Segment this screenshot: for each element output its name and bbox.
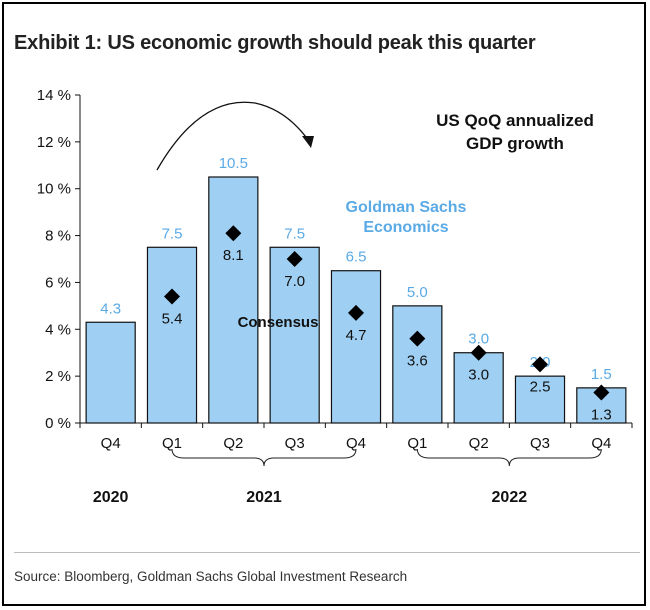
consensus-marker [532, 356, 548, 373]
bar-value-label: 5.0 [407, 284, 428, 301]
consensus-marker [286, 251, 303, 267]
year-label: 2021 [246, 489, 282, 506]
x-tick-label: Q4 [346, 435, 366, 452]
bar [514, 375, 566, 424]
consensus-marker [593, 384, 610, 401]
y-axis: 0 % 2 % 4 % 6 % 8 % 10 % 12 % 14 % [37, 87, 81, 432]
x-axis: Q4 Q1 Q2 Q3 Q4 Q1 Q2 Q3 Q4 2020 2021 2022 [79, 422, 633, 506]
chart-title: Exhibit 1: US economic growth should pea… [14, 32, 536, 54]
consensus-value-label: 1.3 [591, 407, 612, 424]
source-divider [14, 552, 640, 553]
bar-value-label: 6.5 [346, 249, 367, 266]
bar-value-label: 10.5 [219, 155, 248, 172]
y-tick-label: 2 % [45, 368, 71, 385]
y-tick-label: 8 % [45, 228, 71, 245]
consensus-marker [225, 225, 242, 242]
y-tick-label: 0 % [45, 415, 71, 432]
x-tick-label: Q3 [285, 435, 305, 452]
gs-label-line1: Goldman Sachs [346, 199, 467, 216]
consensus-value-label: 3.6 [407, 353, 428, 370]
chart-label-line2: GDP growth [466, 134, 564, 153]
x-tick-label: Q2 [469, 435, 489, 452]
bar [146, 246, 198, 424]
y-tick-label: 10 % [37, 181, 71, 198]
year-label: 2022 [492, 489, 528, 506]
x-tick-label: Q3 [530, 435, 550, 452]
bar-value-label: 3.0 [468, 331, 489, 348]
bar [208, 176, 259, 424]
y-tick-label: 12 % [37, 134, 71, 151]
consensus-marker [470, 344, 487, 361]
peak-arrow-head [302, 136, 314, 148]
consensus-marker [164, 288, 180, 305]
consensus-value-label: 4.7 [346, 327, 367, 344]
source-note: Source: Bloomberg, Goldman Sachs Global … [14, 569, 408, 584]
x-tick-label: Q1 [162, 435, 182, 452]
x-tick-label: Q4 [591, 435, 611, 452]
year-label: 2020 [93, 489, 129, 506]
year-bracket [416, 448, 602, 467]
bar [85, 321, 136, 424]
consensus-series: 5.4 8.1 7.0 4.7 3.6 3.0 2.5 1.3 [162, 225, 612, 424]
consensus-label: Consensus [238, 314, 319, 331]
x-tick-label: Q4 [101, 435, 121, 452]
consensus-value-label: 3.0 [468, 367, 489, 384]
bar [392, 305, 443, 424]
y-tick-label: 14 % [37, 87, 71, 104]
bar [453, 352, 504, 424]
consensus-value-label: 8.1 [223, 247, 244, 264]
chart-annotations: US QoQ annualized GDP growth Goldman Sac… [156, 101, 594, 331]
x-tick-label: Q1 [407, 435, 427, 452]
bar-value-label: 4.3 [100, 300, 121, 317]
y-tick-label: 4 % [45, 321, 71, 338]
consensus-marker [348, 304, 364, 321]
x-tick-label: Q2 [223, 435, 243, 452]
consensus-value-label: 2.5 [530, 378, 551, 395]
year-bracket [171, 448, 357, 467]
chart-label-line1: US QoQ annualized [436, 111, 594, 130]
bar-value-label: 7.5 [162, 225, 183, 242]
bar-value-label: 7.5 [284, 225, 305, 242]
bar-series: 4.37.510.57.56.55.03.02.01.5 [85, 155, 627, 424]
bar [330, 270, 382, 424]
peak-arrow [156, 101, 312, 171]
gs-label-line2: Economics [363, 219, 448, 236]
consensus-marker [409, 330, 426, 347]
bar [269, 246, 320, 424]
y-tick-label: 6 % [45, 274, 71, 291]
consensus-value-label: 7.0 [284, 273, 305, 290]
consensus-value-label: 5.4 [162, 310, 183, 327]
bar-value-label: 1.5 [591, 366, 612, 383]
